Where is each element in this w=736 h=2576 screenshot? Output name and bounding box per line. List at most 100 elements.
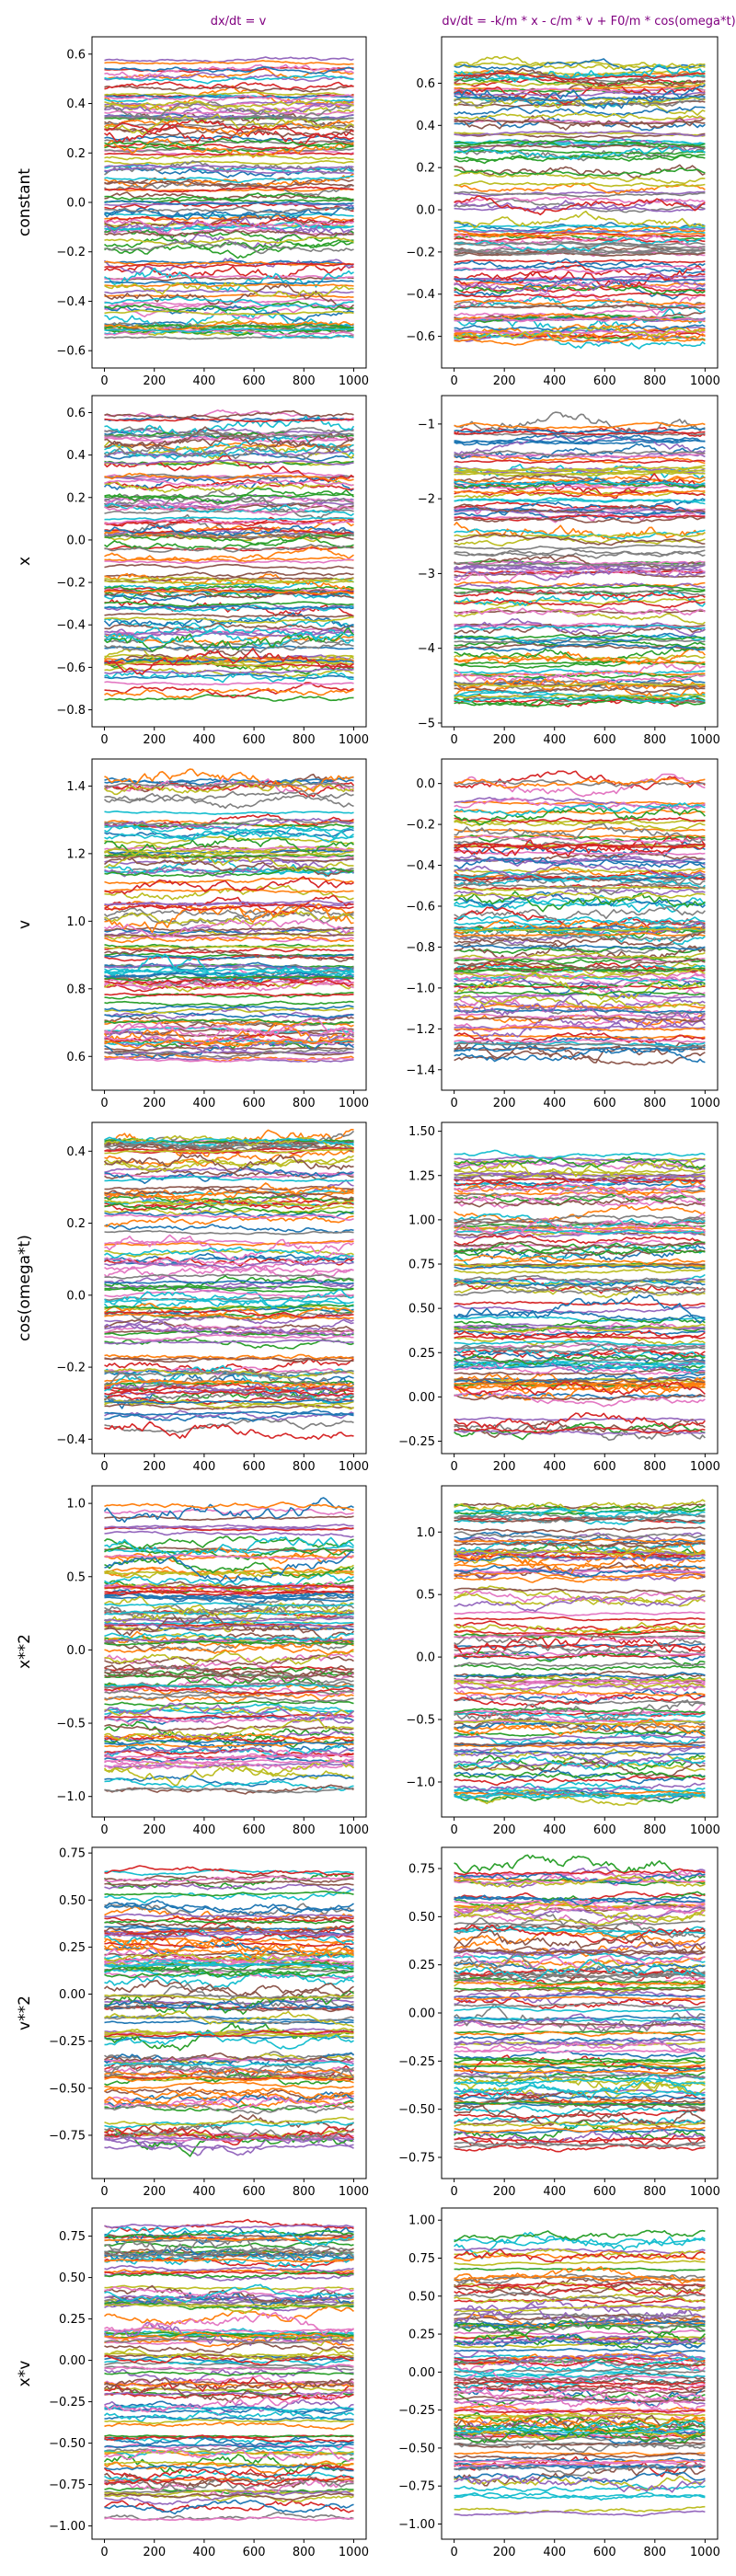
series-line	[104, 2292, 354, 2307]
series-line	[454, 1013, 706, 1020]
series-line	[454, 1357, 706, 1363]
series-line	[454, 2135, 706, 2144]
series-line	[454, 580, 706, 588]
y-tick-label: 0.4	[66, 449, 86, 463]
series-line	[454, 2355, 706, 2375]
series-line	[104, 1339, 354, 1345]
series-line	[454, 1976, 706, 1986]
series-line	[454, 455, 706, 465]
series-line	[454, 2121, 706, 2128]
series-line	[104, 599, 354, 617]
x-tick-label: 400	[192, 733, 215, 747]
series-line	[454, 609, 706, 615]
series-line	[454, 2462, 706, 2477]
y-tick-label: −0.6	[406, 330, 435, 344]
y-tick-label: −0.6	[56, 661, 86, 675]
y-tick-label: 1.0	[66, 1498, 86, 1512]
series-line	[104, 1261, 354, 1273]
series-line	[454, 951, 706, 961]
x-tick-label: 200	[143, 1823, 166, 1837]
series-line	[104, 2446, 354, 2457]
series-line	[104, 526, 354, 535]
series-line	[454, 196, 706, 204]
series-line	[454, 857, 706, 863]
series-line	[454, 2279, 706, 2297]
series-line	[454, 2412, 706, 2421]
series-line	[454, 1171, 706, 1185]
y-tick-label: −0.75	[49, 2478, 86, 2492]
series-line	[454, 834, 706, 843]
series-line	[104, 236, 354, 251]
series-line	[454, 1262, 706, 1270]
series-line	[104, 1230, 354, 1236]
series-line	[454, 1195, 706, 1208]
series-line	[454, 432, 706, 446]
series-line	[104, 926, 354, 932]
series-line	[454, 816, 706, 823]
y-tick-label: −0.75	[49, 2129, 86, 2143]
series-line	[104, 932, 354, 938]
series-line	[454, 210, 706, 229]
series-line	[454, 958, 706, 972]
series-line	[104, 81, 354, 90]
series-line	[454, 1985, 706, 1991]
series-line	[454, 1986, 706, 1993]
series-line	[104, 295, 354, 308]
series-line	[454, 2298, 706, 2305]
series-line	[454, 1171, 706, 1178]
x-tick-label: 200	[493, 2546, 516, 2559]
y-tick-label: −1.2	[406, 1023, 435, 1037]
x-tick-label: 600	[243, 2546, 266, 2559]
series-line	[104, 1030, 354, 1038]
series-line	[104, 2285, 354, 2297]
series-line	[104, 653, 354, 661]
series-line	[104, 1875, 354, 1883]
series-line	[104, 1018, 354, 1026]
y-tick-label: −0.5	[406, 1714, 435, 1728]
panel-v-col1: 0 200 400 600 800 1000 0.6 0.8 1.0 1.2 1.4 v	[16, 758, 369, 1110]
series-line	[104, 670, 354, 684]
series-line	[104, 1150, 354, 1167]
series-line	[454, 1719, 706, 1726]
series-line	[104, 2363, 354, 2372]
series-line	[104, 216, 354, 236]
series-line	[104, 323, 354, 334]
series-line	[104, 858, 355, 878]
series-line	[454, 450, 706, 458]
series-line	[454, 2463, 706, 2469]
series-line	[454, 1234, 706, 1247]
y-tick-label: 0.00	[59, 1988, 86, 2002]
series-line	[454, 1633, 707, 1656]
series-line	[454, 325, 706, 339]
series-line	[454, 1381, 706, 1396]
series-line	[454, 1643, 706, 1655]
series-line	[454, 1031, 706, 1045]
series-line	[104, 274, 354, 281]
y-tick-label: 1.25	[408, 1169, 435, 1183]
x-tick-label: 600	[243, 733, 266, 747]
series-line	[104, 2052, 354, 2064]
series-line	[104, 2387, 355, 2413]
series-line	[454, 171, 706, 185]
series-line	[104, 601, 354, 608]
series-line	[104, 2130, 354, 2142]
series-line	[454, 1183, 706, 1192]
series-line	[454, 777, 706, 789]
series-line	[454, 797, 706, 811]
y-tick-label: 0.4	[66, 98, 86, 111]
series-line	[454, 1412, 706, 1431]
series-line	[454, 515, 706, 524]
series-line	[104, 781, 354, 788]
series-line	[104, 480, 354, 494]
series-line	[454, 1390, 706, 1408]
series-line	[104, 2490, 354, 2505]
series-line	[454, 679, 706, 687]
series-line	[104, 1557, 355, 1579]
x-tick-label: 0	[100, 2546, 108, 2559]
series-line	[104, 1305, 354, 1313]
series-line	[454, 431, 706, 438]
series-line	[104, 446, 354, 458]
series-line	[104, 2421, 354, 2431]
series-line	[104, 2244, 354, 2259]
series-line	[454, 1750, 706, 1756]
